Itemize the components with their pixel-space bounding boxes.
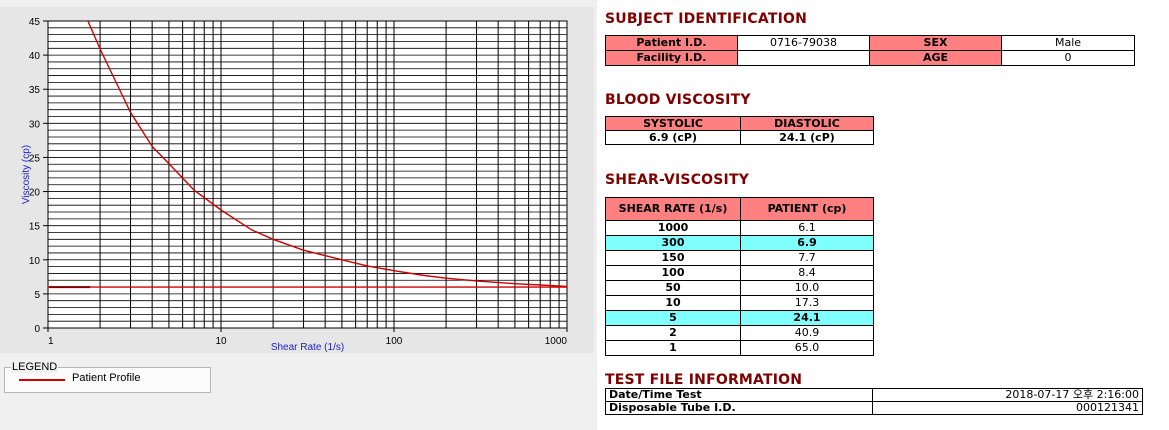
shear-row: 100 8.4 — [605, 265, 874, 281]
tube-row: Disposable Tube I.D. 000121341 — [605, 401, 1143, 415]
y-axis-title: Viscosity (cp) — [21, 145, 32, 204]
viscosity-chart: 0 5 10 15 20 25 30 35 40 45 1 10 100 1000 Shear Rate (… — [21, 17, 568, 353]
subject-identification-title: SUBJECT IDENTIFICATION — [605, 11, 808, 27]
patient-value-cell: 7.7 — [740, 250, 874, 266]
sex-value: Male — [1001, 35, 1135, 51]
legend-label: Patient Profile — [72, 372, 141, 384]
subject-row-2: Facility I.D. AGE 0 — [605, 50, 1135, 66]
y-tick-label: 5 — [34, 290, 40, 301]
shear-rate-cell: 100 — [605, 265, 741, 281]
patient-value-cell: 6.1 — [740, 220, 874, 236]
shear-viscosity-title: SHEAR-VISCOSITY — [605, 172, 750, 188]
shear-row: 5 24.1 — [605, 310, 874, 326]
test-file-table: Date/Time Test 2018-07-17 오후 2:16:00 Dis… — [605, 388, 1143, 415]
shear-viscosity-table: SHEAR RATE (1/s) PATIENT (cp) 1000 6.1 300… — [605, 197, 874, 356]
shear-rate-cell: 1000 — [605, 220, 741, 236]
blood-viscosity-title: BLOOD VISCOSITY — [605, 92, 751, 108]
x-axis-title: Shear Rate (1/s) — [271, 342, 344, 353]
blood-viscosity-value-row: 6.9 (cP) 24.1 (cP) — [605, 130, 874, 145]
patient-id-label: Patient I.D. — [605, 35, 738, 51]
sex-label: SEX — [869, 35, 1002, 51]
datetime-value: 2018-07-17 오후 2:16:00 — [872, 388, 1143, 402]
legend-title: LEGEND — [11, 361, 59, 373]
tube-id-label: Disposable Tube I.D. — [605, 401, 873, 415]
x-tick-label: 1 — [48, 336, 54, 347]
systolic-label: SYSTOLIC — [605, 116, 741, 131]
legend-box: LEGEND Patient Profile — [4, 361, 211, 393]
subject-row-1: Patient I.D. 0716-79038 SEX Male — [605, 35, 1135, 51]
y-tick-label: 0 — [34, 324, 40, 335]
y-tick-label: 10 — [29, 256, 41, 267]
y-tick-label: 35 — [29, 85, 41, 96]
series-line — [87, 20, 568, 288]
shear-rate-header: SHEAR RATE (1/s) — [605, 197, 741, 221]
y-tick-label: 15 — [29, 222, 41, 233]
shear-rate-cell: 10 — [605, 295, 741, 311]
shear-row: 2 40.9 — [605, 325, 874, 341]
report-panel: SUBJECT IDENTIFICATION Patient I.D. 0716… — [597, 0, 1169, 430]
datetime-row: Date/Time Test 2018-07-17 오후 2:16:00 — [605, 388, 1143, 402]
chart-panel: 0 5 10 15 20 25 30 35 40 45 1 10 100 1000 Shear Rate (… — [0, 7, 594, 353]
age-label: AGE — [869, 50, 1002, 66]
shear-row: 50 10.0 — [605, 280, 874, 296]
patient-value-cell: 24.1 — [740, 310, 874, 326]
x-tick-label: 10 — [215, 336, 227, 347]
diastolic-label: DIASTOLIC — [740, 116, 874, 131]
patient-value-cell: 8.4 — [740, 265, 874, 281]
shear-row: 1 65.0 — [605, 340, 874, 356]
legend-line-swatch — [19, 379, 65, 381]
patient-value-cell: 6.9 — [740, 235, 874, 251]
patient-value-cell: 10.0 — [740, 280, 874, 296]
y-tick-label: 30 — [29, 119, 41, 130]
shear-rate-cell: 300 — [605, 235, 741, 251]
patient-header: PATIENT (cp) — [740, 197, 874, 221]
shear-rate-cell: 150 — [605, 250, 741, 266]
x-tick-label: 1000 — [545, 336, 568, 347]
shear-row: 300 6.9 — [605, 235, 874, 251]
diastolic-value: 24.1 (cP) — [740, 130, 874, 145]
systolic-value: 6.9 (cP) — [605, 130, 741, 145]
plot-area — [47, 20, 568, 329]
shear-header-row: SHEAR RATE (1/s) PATIENT (cp) — [605, 197, 874, 221]
shear-table-body: 1000 6.1 300 6.9 150 7.7 100 8.4 50 10.0 10 17.3 5 24… — [605, 220, 874, 356]
shear-rate-cell: 1 — [605, 340, 741, 356]
facility-id-value — [737, 50, 870, 66]
facility-id-label: Facility I.D. — [605, 50, 738, 66]
subject-table: Patient I.D. 0716-79038 SEX Male Facilit… — [605, 35, 1135, 66]
y-tick-label: 45 — [29, 17, 41, 28]
shear-rate-cell: 2 — [605, 325, 741, 341]
y-tick-label: 40 — [29, 51, 41, 62]
patient-id-value: 0716-79038 — [737, 35, 870, 51]
shear-row: 1000 6.1 — [605, 220, 874, 236]
shear-row: 10 17.3 — [605, 295, 874, 311]
blood-viscosity-header-row: SYSTOLIC DIASTOLIC — [605, 116, 874, 131]
shear-rate-cell: 5 — [605, 310, 741, 326]
datetime-label: Date/Time Test — [605, 388, 873, 402]
x-tick-label: 100 — [386, 336, 403, 347]
y-tick-label: 25 — [29, 153, 41, 164]
test-file-title: TEST FILE INFORMATION — [605, 372, 803, 388]
tube-id-value: 000121341 — [872, 401, 1143, 415]
shear-rate-cell: 50 — [605, 280, 741, 296]
shear-row: 150 7.7 — [605, 250, 874, 266]
age-value: 0 — [1001, 50, 1135, 66]
patient-value-cell: 17.3 — [740, 295, 874, 311]
patient-value-cell: 65.0 — [740, 340, 874, 356]
y-tick-label: 20 — [29, 188, 41, 199]
patient-value-cell: 40.9 — [740, 325, 874, 341]
blood-viscosity-table: SYSTOLIC DIASTOLIC 6.9 (cP) 24.1 (cP) — [605, 116, 874, 145]
